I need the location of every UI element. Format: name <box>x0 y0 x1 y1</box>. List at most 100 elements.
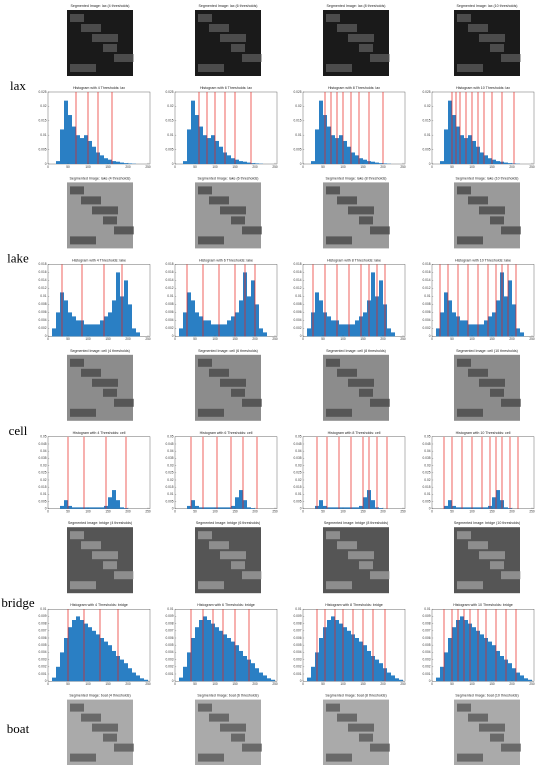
histogram-bar <box>72 507 76 509</box>
y-tick-label: 0.012 <box>39 286 47 290</box>
y-tick-label: 0.02 <box>40 104 46 108</box>
histogram-title: Histogram with 8 Thresholds: lax <box>328 86 380 90</box>
y-tick-label: 0.016 <box>39 270 47 274</box>
histogram-bar <box>207 507 211 509</box>
x-tick-label: 50 <box>321 510 325 514</box>
histogram-bar <box>488 158 492 164</box>
image-region <box>70 236 96 245</box>
segmented-image <box>195 699 262 765</box>
histogram-bar <box>52 328 56 337</box>
image-region <box>479 206 505 215</box>
image-region <box>114 54 134 62</box>
histogram-bar <box>259 672 263 682</box>
histogram-bar <box>76 507 80 509</box>
histogram-bar <box>183 666 187 682</box>
histogram-bar <box>199 126 203 164</box>
segmented-image <box>323 354 390 421</box>
y-tick-label: 0 <box>45 162 47 166</box>
histogram-bar <box>512 668 516 682</box>
y-tick-label: 0 <box>45 679 47 683</box>
histogram-bar <box>335 507 339 509</box>
image-region <box>490 216 504 225</box>
y-tick-label: 0.002 <box>166 326 174 330</box>
segmented-image <box>67 182 134 249</box>
histogram-bar <box>124 663 128 682</box>
histogram-bar <box>351 507 355 509</box>
y-tick-label: 0.009 <box>166 614 174 618</box>
y-tick-label: 0.005 <box>423 147 431 151</box>
histogram-bar <box>452 312 456 337</box>
image-region <box>479 378 505 387</box>
image-region <box>326 531 340 540</box>
y-tick-label: 0.006 <box>166 310 174 314</box>
y-tick-label: 0.008 <box>294 302 302 306</box>
y-tick-label: 0.04 <box>167 449 173 453</box>
y-tick-label: 0.005 <box>166 499 174 503</box>
histogram-bar <box>307 328 311 337</box>
y-tick-label: 0.025 <box>423 471 431 475</box>
histogram-bar <box>124 280 128 337</box>
x-tick-label: 100 <box>212 510 218 514</box>
image-region <box>457 358 471 367</box>
histogram-bar <box>72 316 76 337</box>
image-region <box>70 753 96 762</box>
histogram-bar <box>480 152 484 164</box>
row-label: cell <box>9 423 28 438</box>
x-tick-label: 200 <box>509 510 515 514</box>
image-region <box>114 571 134 580</box>
histogram-bar <box>484 507 488 509</box>
image-region <box>103 44 117 52</box>
histogram-bar <box>132 672 136 682</box>
x-tick-label: 100 <box>85 165 91 169</box>
y-tick-label: 0.007 <box>294 629 302 633</box>
histogram-bar <box>387 672 391 682</box>
histogram-bar <box>363 159 367 164</box>
histogram-bar <box>355 638 359 682</box>
histogram-bar <box>504 507 508 509</box>
histogram-bar <box>60 652 64 682</box>
x-tick-label: 250 <box>529 510 535 514</box>
image-title: Segmented Image: lake (10 thresholds) <box>456 176 519 180</box>
histogram-bar <box>492 645 496 682</box>
x-tick-label: 100 <box>340 510 346 514</box>
x-tick-label: 250 <box>272 337 278 341</box>
y-tick-label: 0.001 <box>423 672 431 676</box>
image-region <box>348 723 374 732</box>
image-region <box>457 408 483 417</box>
histogram-bar <box>327 507 331 509</box>
x-tick-label: 200 <box>252 510 258 514</box>
y-tick-label: 0.009 <box>294 614 302 618</box>
histogram-bar <box>371 272 375 337</box>
image-region <box>81 24 101 32</box>
y-tick-label: 0.025 <box>166 471 174 475</box>
image-region <box>114 398 134 407</box>
histogram-bar <box>311 161 315 164</box>
y-tick-label: 0.01 <box>167 133 173 137</box>
histogram-bar <box>112 161 116 164</box>
x-tick-label: 100 <box>85 510 91 514</box>
image-region <box>220 723 246 732</box>
histogram-bar <box>80 620 84 682</box>
x-tick-label: 100 <box>340 337 346 341</box>
histogram-bar <box>239 650 243 682</box>
histogram-bar <box>496 490 500 509</box>
x-tick-label: 50 <box>66 682 70 686</box>
histogram-bar <box>235 497 239 509</box>
image-title: Segmented Image: cell (10 thresholds) <box>456 349 518 353</box>
histogram-bar <box>492 312 496 337</box>
histogram-bar <box>219 324 223 337</box>
histogram-bar <box>460 135 464 164</box>
image-region <box>231 561 245 570</box>
histogram-bar <box>215 324 219 337</box>
histogram-bar <box>108 645 112 682</box>
histogram-bar <box>468 507 472 509</box>
histogram-bar <box>315 129 319 164</box>
image-region <box>359 216 373 225</box>
image-region <box>198 581 224 590</box>
image-title: Segmented Image: boat (4 thresholds) <box>69 694 130 698</box>
y-tick-label: 0.045 <box>166 442 174 446</box>
x-tick-label: 250 <box>272 165 278 169</box>
y-tick-label: 0 <box>300 334 302 338</box>
image-region <box>81 541 101 550</box>
y-tick-label: 0.004 <box>39 318 47 322</box>
